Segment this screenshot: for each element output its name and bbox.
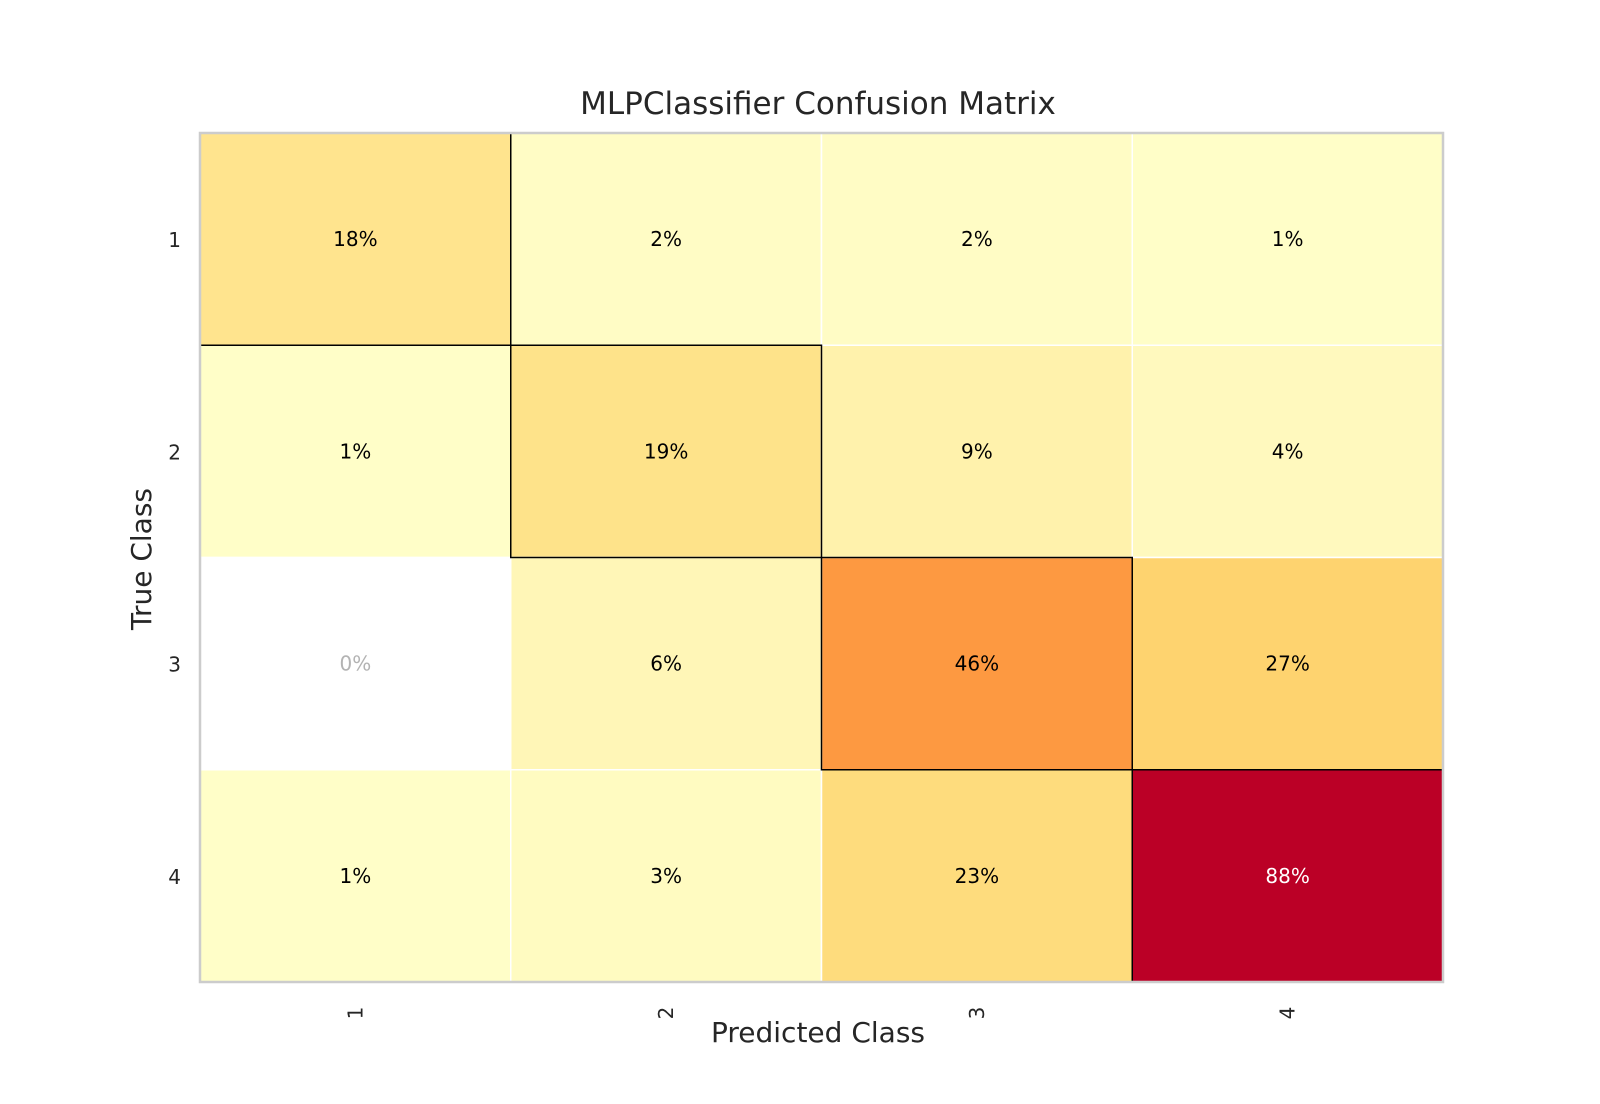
plot-frame	[198, 131, 1445, 984]
y-axis-label: True Class	[125, 488, 158, 631]
cell-value-r1-c3: 2%	[961, 227, 993, 251]
cell-value-r3-c3: 46%	[955, 652, 999, 676]
heatmap-cell-r4-c3	[820, 769, 1133, 983]
x-tick-label-4: 4	[1276, 1007, 1300, 1020]
heatmap-cell-r2-c2	[510, 344, 823, 559]
x-axis-label: Predicted Class	[711, 1016, 925, 1049]
cell-value-r3-c4: 27%	[1265, 652, 1309, 676]
x-tick-label-3: 3	[965, 1007, 989, 1020]
cell-value-labels: 18% 2% 2% 1% 1% 19% 9% 4% 0% 6% 46% 27% 1% 3% 23% 88%	[333, 227, 1310, 888]
y-tick-label-4: 4	[168, 865, 181, 889]
cell-value-r2-c4: 4%	[1272, 439, 1304, 463]
heatmap-cell-r2-c3	[820, 344, 1133, 559]
cell-value-r4-c3: 23%	[955, 864, 999, 888]
x-tick-labels: 1 2 3 4	[343, 1007, 1299, 1020]
cell-value-r3-c2: 6%	[650, 652, 682, 676]
cell-value-r1-c4: 1%	[1272, 227, 1304, 251]
heatmap-cell-r4-c2	[510, 769, 823, 983]
heatmap-cell-r3-c2	[510, 556, 823, 771]
diagonal-outline-2	[510, 344, 823, 559]
y-tick-label-3: 3	[168, 653, 181, 677]
x-tick-label-2: 2	[654, 1007, 678, 1020]
heatmap-cell-r1-c1	[199, 132, 512, 346]
diagonal-outline-3	[820, 556, 1133, 771]
cell-value-r1-c2: 2%	[650, 227, 682, 251]
cell-value-r4-c4: 88%	[1265, 864, 1309, 888]
heatmap-cell-r3-c4	[1131, 556, 1444, 771]
y-tick-labels: 1 2 3 4	[168, 228, 181, 889]
heatmap-cell-r1-c2	[510, 132, 823, 346]
y-tick-label-1: 1	[168, 228, 181, 252]
chart-title: MLPClassifier Confusion Matrix	[580, 86, 1056, 122]
cell-value-r2-c2: 19%	[644, 439, 688, 463]
cell-value-r4-c1: 1%	[340, 864, 372, 888]
heatmap-cell-r4-c1	[199, 769, 512, 983]
heatmap-cell-r1-c4	[1131, 132, 1444, 346]
heatmap-cell-r2-c4	[1131, 344, 1444, 559]
cell-value-r3-c1: 0%	[340, 652, 372, 676]
cell-value-r2-c3: 9%	[961, 439, 993, 463]
cell-value-r4-c2: 3%	[650, 864, 682, 888]
y-tick-label-2: 2	[168, 440, 181, 464]
heatmap-cells	[199, 132, 1444, 983]
x-tick-label-1: 1	[343, 1007, 367, 1020]
cell-value-r1-c1: 18%	[333, 227, 377, 251]
cell-value-r2-c1: 1%	[340, 439, 372, 463]
heatmap-cell-r2-c1	[199, 344, 512, 559]
